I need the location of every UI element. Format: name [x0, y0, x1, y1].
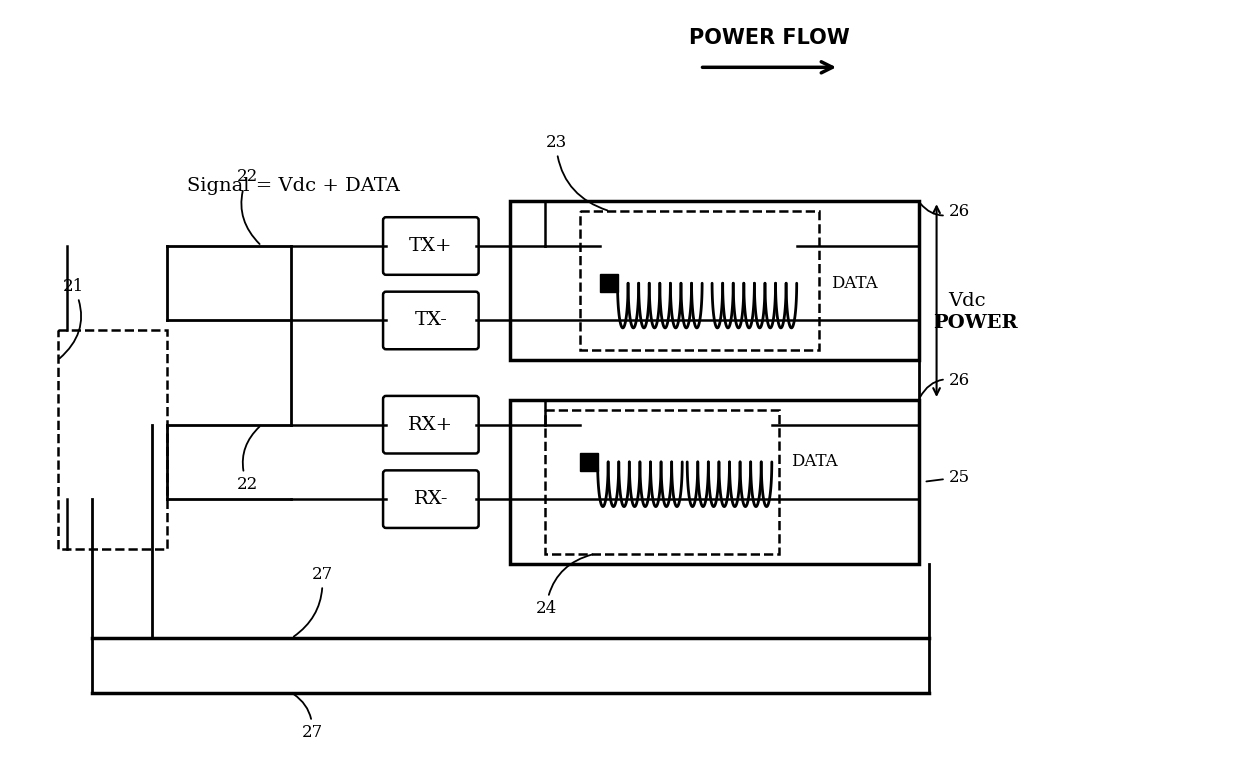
Text: 27: 27	[294, 565, 332, 637]
Text: 22: 22	[237, 169, 260, 244]
Text: TX-: TX-	[414, 311, 447, 330]
FancyBboxPatch shape	[383, 396, 478, 453]
Text: 23: 23	[545, 133, 607, 210]
FancyBboxPatch shape	[383, 470, 478, 528]
Bar	[510, 201, 918, 360]
Text: 27: 27	[294, 694, 322, 742]
Text: DATA: DATA	[831, 275, 877, 291]
Text: RX+: RX+	[409, 416, 453, 433]
Bar	[57, 331, 167, 549]
Text: Vdc: Vdc	[949, 291, 986, 310]
Bar	[510, 400, 918, 564]
Text: 25: 25	[927, 469, 970, 486]
Text: Signal = Vdc + DATA: Signal = Vdc + DATA	[187, 177, 400, 196]
Text: 26: 26	[919, 372, 970, 397]
Text: POWER: POWER	[933, 314, 1018, 332]
Bar	[600, 275, 617, 292]
Text: 22: 22	[237, 426, 259, 493]
Text: 26: 26	[921, 203, 970, 220]
Bar	[580, 453, 597, 471]
Bar	[545, 410, 779, 554]
Text: DATA: DATA	[792, 453, 838, 470]
FancyBboxPatch shape	[383, 217, 478, 275]
Text: TX+: TX+	[409, 237, 452, 255]
Text: 24: 24	[535, 555, 592, 617]
Text: POWER FLOW: POWER FLOW	[689, 28, 850, 48]
Bar	[580, 211, 819, 351]
FancyBboxPatch shape	[383, 291, 478, 349]
Text: 21: 21	[59, 278, 84, 358]
Text: RX-: RX-	[414, 490, 449, 509]
